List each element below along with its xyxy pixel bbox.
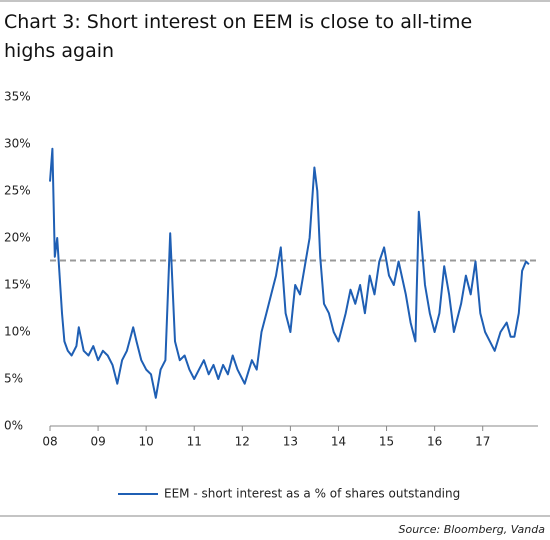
x-tick-label: 12 xyxy=(235,435,250,449)
series-line xyxy=(49,147,530,399)
x-tick-label: 15 xyxy=(379,435,394,449)
chart-title: Chart 3: Short interest on EEM is close … xyxy=(4,11,472,62)
x-tick-label: 10 xyxy=(139,435,154,449)
y-tick-label: 25% xyxy=(4,184,31,198)
y-tick-label: 20% xyxy=(4,231,31,245)
x-tick-label: 11 xyxy=(187,435,202,449)
x-tick-label: 09 xyxy=(90,435,105,449)
legend-label: EEM - short interest as a % of shares ou… xyxy=(164,487,460,501)
title-line: Chart 3: Short interest on EEM is close … xyxy=(4,11,472,33)
title-line: highs again xyxy=(4,40,114,62)
x-tick-label: 14 xyxy=(331,435,346,449)
x-tick-label: 08 xyxy=(42,435,57,449)
y-tick-label: 10% xyxy=(4,325,31,339)
y-tick-label: 5% xyxy=(4,372,23,386)
y-tick-label: 15% xyxy=(4,278,31,292)
source: Source: Bloomberg, Vanda xyxy=(398,523,545,536)
x-tick-label: 13 xyxy=(283,435,298,449)
x-tick-label: 16 xyxy=(427,435,442,449)
y-tick-label: 30% xyxy=(4,137,31,151)
y-tick-label: 35% xyxy=(4,90,31,104)
y-tick-label: 0% xyxy=(4,419,23,433)
x-tick-label: 17 xyxy=(475,435,490,449)
